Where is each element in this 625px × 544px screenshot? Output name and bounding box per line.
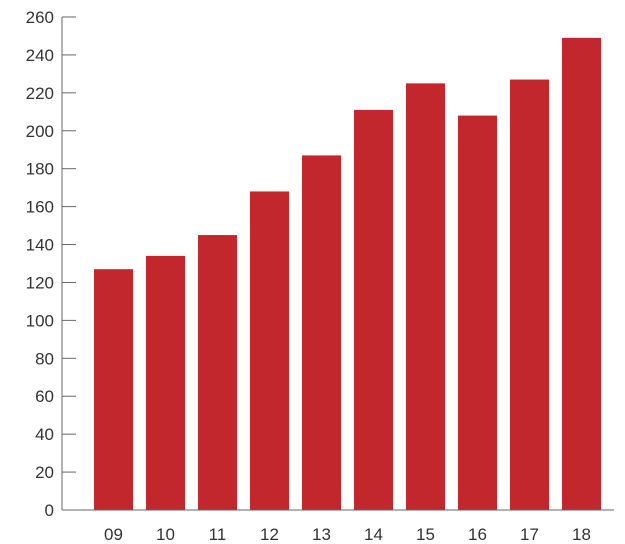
x-tick-label: 17: [520, 525, 539, 544]
y-tick-label: 260: [26, 8, 54, 27]
y-tick-label: 120: [26, 273, 54, 292]
x-tick-label: 13: [312, 525, 331, 544]
bar: [250, 191, 289, 510]
y-tick-label: 140: [26, 236, 54, 255]
y-tick-label: 180: [26, 160, 54, 179]
y-tick-label: 40: [35, 425, 54, 444]
x-axis: 09 10 11 12 13 14 15 16 17 18: [62, 509, 614, 544]
y-tick-label: 160: [26, 198, 54, 217]
bar: [146, 255, 185, 510]
bar: [198, 235, 237, 511]
x-tick-label: 12: [260, 525, 279, 544]
y-tick-label: 0: [45, 501, 54, 520]
y-tick-label: 100: [26, 311, 54, 330]
y-tick-label: 240: [26, 46, 54, 65]
x-tick-label: 16: [468, 525, 487, 544]
x-tick-label: 18: [572, 525, 591, 544]
y-tick-label: 220: [26, 84, 54, 103]
x-tick-label: 14: [364, 525, 383, 544]
bar: [302, 155, 341, 510]
bar: [562, 37, 601, 510]
y-tick-label: 200: [26, 122, 54, 141]
y-tick-label: 20: [35, 463, 54, 482]
bar: [94, 269, 133, 510]
bar: [406, 83, 445, 510]
x-tick-label: 11: [209, 525, 227, 544]
bar: [458, 115, 497, 510]
bars: [94, 37, 601, 511]
y-tick-label: 60: [35, 387, 54, 406]
bar: [354, 109, 393, 511]
y-tick-label: 80: [35, 349, 54, 368]
bar: [510, 79, 549, 511]
y-axis: 0 20 40 60 80 100 120 140 160 180 200 220 240 260: [26, 8, 76, 520]
x-tick-label: 09: [104, 525, 123, 544]
x-tick-label: 10: [156, 525, 175, 544]
x-tick-label: 15: [416, 525, 435, 544]
